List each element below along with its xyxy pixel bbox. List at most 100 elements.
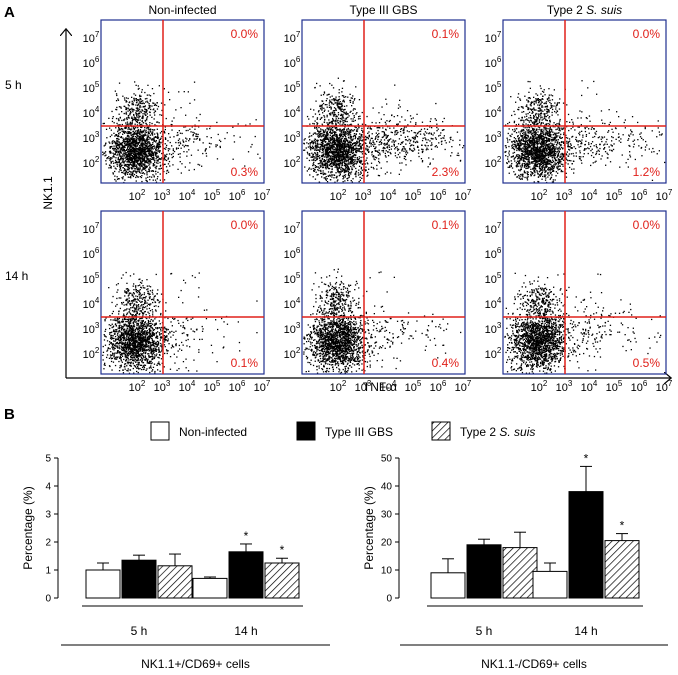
event-dot: [551, 152, 554, 154]
event-dot: [337, 146, 339, 148]
event-dot: [306, 157, 308, 159]
event-dot: [179, 161, 181, 163]
event-dot: [336, 146, 338, 148]
event-dot: [340, 159, 342, 161]
event-dot: [317, 136, 320, 138]
event-dot: [128, 145, 130, 147]
event-dot: [358, 149, 360, 151]
event-dot: [141, 157, 143, 160]
event-dot: [124, 141, 126, 143]
event-dot: [135, 180, 137, 182]
event-dot: [566, 140, 568, 142]
event-dot: [348, 144, 350, 147]
event-dot: [343, 139, 345, 142]
event-dot: [139, 133, 141, 136]
event-dot: [115, 180, 117, 182]
event-dot: [518, 174, 520, 176]
event-dot: [393, 140, 395, 142]
event-dot: [349, 162, 351, 164]
event-dot: [420, 158, 423, 160]
event-dot: [154, 161, 156, 163]
event-dot: [338, 139, 341, 141]
event-dot: [336, 145, 338, 147]
event-dot: [157, 142, 159, 144]
event-dot: [149, 163, 151, 165]
event-dot: [544, 109, 546, 111]
event-dot: [145, 141, 147, 143]
event-dot: [413, 131, 415, 134]
x-tick-label: 107: [254, 188, 271, 203]
event-dot: [394, 130, 396, 132]
event-dot: [326, 143, 329, 145]
event-dot: [136, 156, 139, 158]
event-dot: [519, 165, 521, 167]
event-dot: [317, 111, 320, 113]
event-dot: [148, 137, 151, 139]
event-dot: [336, 159, 338, 162]
event-dot: [403, 146, 405, 148]
event-dot: [110, 146, 113, 148]
event-dot: [337, 169, 339, 171]
event-dot: [323, 140, 326, 142]
event-dot: [314, 149, 316, 151]
event-dot: [391, 141, 393, 143]
event-dot: [129, 148, 131, 150]
event-dot: [133, 165, 135, 167]
event-dot: [136, 142, 138, 144]
event-dot: [431, 127, 433, 129]
event-dot: [114, 135, 116, 137]
event-dot: [342, 148, 344, 150]
event-dot: [346, 144, 348, 146]
event-dot: [426, 141, 428, 144]
event-dot: [345, 111, 347, 113]
event-dot: [573, 172, 575, 174]
event-dot: [337, 171, 340, 173]
event-dot: [115, 141, 117, 143]
event-dot: [334, 140, 336, 142]
event-dot: [122, 178, 124, 180]
event-dot: [359, 115, 361, 117]
event-dot: [547, 134, 549, 136]
event-dot: [153, 139, 155, 141]
event-dot: [137, 108, 139, 110]
event-dot: [410, 144, 412, 146]
event-dot: [339, 106, 341, 108]
event-dot: [337, 122, 339, 124]
event-dot: [121, 164, 123, 167]
event-dot: [401, 150, 403, 152]
event-dot: [141, 116, 144, 118]
event-dot: [118, 178, 120, 180]
event-dot: [346, 157, 348, 159]
event-dot: [347, 147, 350, 149]
event-dot: [311, 147, 313, 149]
event-dot: [165, 138, 167, 140]
event-dot: [407, 135, 409, 138]
event-dot: [159, 168, 161, 170]
event-dot: [144, 133, 146, 135]
event-dot: [343, 128, 345, 130]
event-dot: [335, 155, 337, 157]
event-dot: [105, 143, 107, 145]
event-dot: [154, 170, 157, 173]
event-dot: [550, 144, 552, 146]
event-dot: [321, 104, 323, 106]
event-dot: [353, 159, 355, 161]
event-dot: [328, 148, 330, 151]
event-dot: [533, 121, 535, 123]
event-dot: [155, 145, 158, 147]
event-dot: [142, 159, 144, 161]
event-dot: [342, 122, 344, 124]
event-dot: [199, 138, 201, 140]
event-dot: [320, 146, 322, 148]
event-dot: [122, 150, 124, 152]
event-dot: [424, 131, 427, 133]
event-dot: [367, 136, 369, 139]
event-dot: [139, 154, 141, 156]
event-dot: [125, 101, 127, 103]
event-dot: [142, 172, 144, 174]
event-dot: [124, 160, 126, 162]
event-dot: [325, 163, 327, 165]
event-dot: [378, 112, 380, 114]
event-dot: [131, 168, 133, 170]
